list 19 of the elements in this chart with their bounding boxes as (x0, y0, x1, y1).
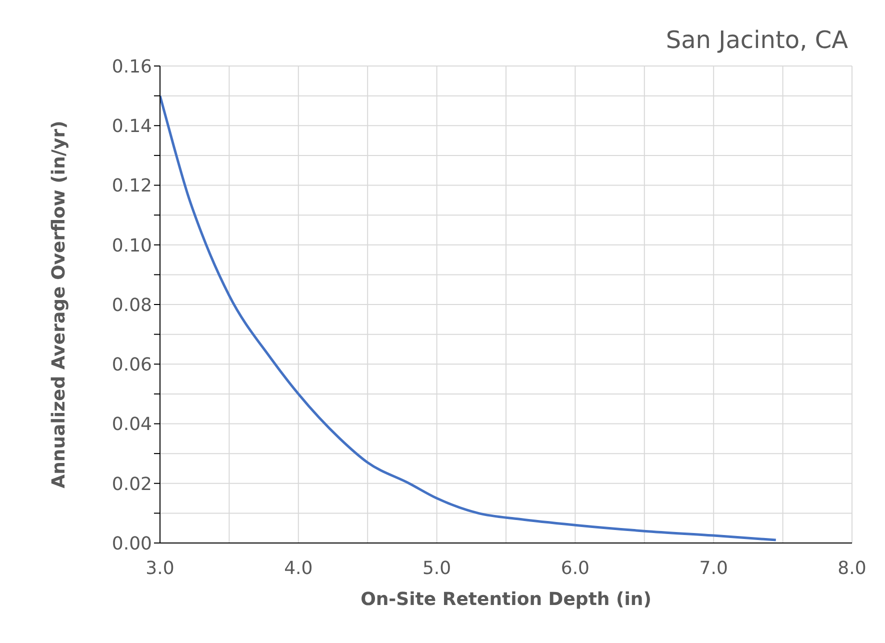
x-tick-label: 8.0 (838, 558, 866, 579)
chart-title: San Jacinto, CA (666, 26, 848, 54)
y-tick-label: 0.04 (112, 414, 152, 436)
line-series (160, 94, 778, 542)
y-tick-label: 0.02 (112, 474, 152, 495)
x-tick-label: 6.0 (560, 558, 590, 579)
y-tick-label: 0.16 (112, 56, 152, 78)
x-tick-label: 4.0 (284, 558, 313, 579)
x-tick-label: 7.0 (699, 558, 728, 579)
y-tick-label: 0.14 (112, 116, 152, 138)
y-tick-label: 0.12 (112, 176, 152, 197)
x-tick-label: 5.0 (422, 558, 452, 579)
y-axis-title: Annualized Average Overflow (in/yr) (48, 120, 70, 488)
y-tick-label: 0.00 (112, 533, 152, 554)
y-tick-label: 0.10 (112, 235, 152, 256)
y-tick-label: 0.08 (112, 294, 152, 316)
x-tick-label: 3.0 (146, 558, 174, 579)
x-axis-title: On-Site Retention Depth (in) (360, 589, 652, 610)
y-tick-label: 0.06 (112, 354, 152, 376)
